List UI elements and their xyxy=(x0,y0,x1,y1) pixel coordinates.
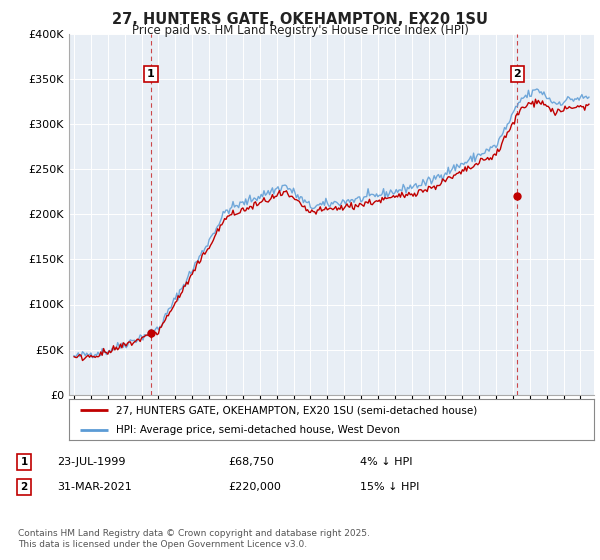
Text: Price paid vs. HM Land Registry's House Price Index (HPI): Price paid vs. HM Land Registry's House … xyxy=(131,24,469,36)
Text: 15% ↓ HPI: 15% ↓ HPI xyxy=(360,482,419,492)
Text: 2: 2 xyxy=(20,482,28,492)
Text: 31-MAR-2021: 31-MAR-2021 xyxy=(57,482,132,492)
Text: 4% ↓ HPI: 4% ↓ HPI xyxy=(360,457,413,467)
Text: HPI: Average price, semi-detached house, West Devon: HPI: Average price, semi-detached house,… xyxy=(116,424,400,435)
Text: 2: 2 xyxy=(514,69,521,79)
Text: 1: 1 xyxy=(20,457,28,467)
Text: £68,750: £68,750 xyxy=(228,457,274,467)
Text: 27, HUNTERS GATE, OKEHAMPTON, EX20 1SU: 27, HUNTERS GATE, OKEHAMPTON, EX20 1SU xyxy=(112,12,488,27)
Text: Contains HM Land Registry data © Crown copyright and database right 2025.
This d: Contains HM Land Registry data © Crown c… xyxy=(18,529,370,549)
Text: 27, HUNTERS GATE, OKEHAMPTON, EX20 1SU (semi-detached house): 27, HUNTERS GATE, OKEHAMPTON, EX20 1SU (… xyxy=(116,405,478,415)
Text: 23-JUL-1999: 23-JUL-1999 xyxy=(57,457,125,467)
Text: 1: 1 xyxy=(147,69,155,79)
Text: £220,000: £220,000 xyxy=(228,482,281,492)
